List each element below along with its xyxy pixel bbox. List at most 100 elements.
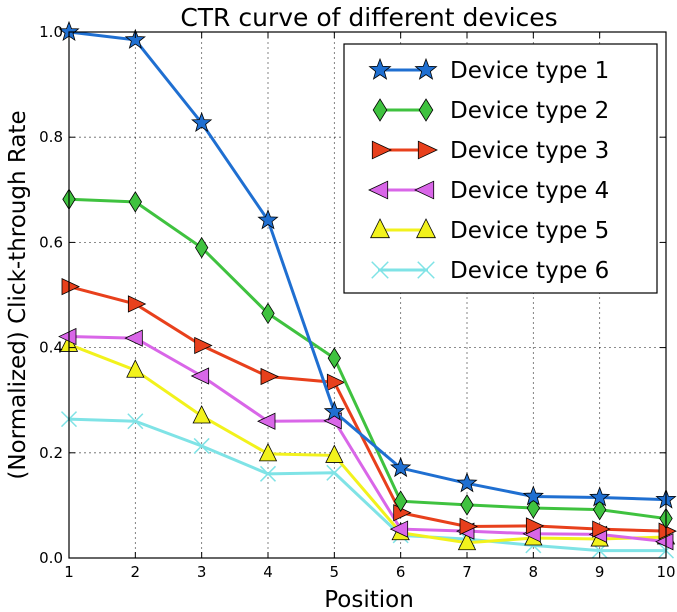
data-point — [191, 111, 213, 133]
legend-label: Device type 3 — [450, 138, 609, 164]
x-marker-stroke — [127, 413, 144, 430]
x-tick-label: 9 — [595, 563, 605, 581]
legend-marker — [370, 218, 390, 239]
x-tick-label: 1 — [64, 563, 74, 581]
legend-label: Device type 1 — [450, 58, 609, 84]
legend-marker — [414, 180, 435, 200]
x-marker-stroke — [326, 464, 343, 481]
series-device-type-3 — [61, 277, 677, 540]
legend-item: Device type 5 — [370, 218, 609, 244]
legend-marker — [372, 98, 388, 122]
data-point — [127, 295, 147, 313]
x-marker-stroke — [371, 261, 389, 279]
data-point — [128, 191, 143, 213]
chart-title: CTR curve of different devices — [180, 3, 557, 32]
data-point — [323, 400, 345, 421]
plot-frame — [68, 31, 667, 559]
legend-box — [343, 43, 658, 294]
series-line — [68, 30, 667, 502]
legend-item: Device type 3 — [371, 138, 609, 164]
data-point — [261, 302, 275, 325]
data-point — [258, 442, 278, 462]
legend-item: Device type 6 — [371, 258, 609, 284]
y-tick-label: 0.4 — [39, 339, 63, 357]
data-point — [61, 277, 80, 296]
x-marker-stroke — [193, 437, 210, 454]
series-device-type-2 — [62, 188, 673, 530]
data-point — [459, 517, 478, 536]
data-point — [525, 517, 545, 535]
series-line — [68, 417, 666, 553]
series-line — [68, 335, 667, 544]
data-point — [190, 367, 210, 385]
legend-label: Device type 6 — [450, 258, 609, 284]
data-point — [592, 520, 611, 538]
legend-marker — [417, 140, 438, 160]
data-point — [327, 347, 342, 369]
legend-item: Device type 1 — [368, 57, 609, 84]
y-tick-label: 1.0 — [39, 23, 63, 41]
y-tick-label: 0.2 — [39, 444, 63, 462]
x-marker-stroke — [259, 465, 277, 482]
x-tick-label: 2 — [131, 563, 141, 581]
legend-item: Device type 2 — [372, 98, 609, 124]
x-marker-stroke — [417, 261, 435, 279]
data-point — [194, 336, 213, 355]
data-point — [325, 444, 344, 463]
data-point — [193, 437, 210, 454]
legend-marker — [368, 57, 392, 80]
data-point — [658, 522, 677, 540]
legend-label: Device type 5 — [450, 218, 609, 244]
data-point — [192, 405, 211, 424]
data-point — [326, 464, 343, 481]
data-point — [58, 327, 77, 346]
series-line — [68, 285, 667, 533]
data-point — [389, 520, 409, 538]
data-point — [127, 413, 144, 430]
data-point — [456, 472, 478, 493]
legend-marker — [414, 57, 438, 80]
data-point — [260, 367, 279, 386]
y-tick-label: 0.6 — [39, 233, 63, 251]
series-device-type-5 — [59, 333, 676, 551]
data-point — [457, 531, 477, 551]
x-tick-label: 3 — [197, 563, 207, 581]
y-axis-label: (Normalized) Click-through Rate — [5, 110, 31, 479]
legend-label: Device type 2 — [450, 98, 609, 124]
data-point — [257, 412, 276, 430]
data-point — [393, 490, 408, 512]
legend: Device type 1 Device type 2 Device type 3 D… — [343, 43, 658, 294]
series-device-type-6 — [60, 411, 675, 559]
x-tick-label: 8 — [529, 563, 539, 581]
data-point — [124, 28, 146, 49]
data-point — [460, 494, 474, 516]
data-point — [390, 456, 412, 478]
x-tick-label: 6 — [396, 563, 406, 581]
x-tick-label: 10 — [656, 563, 675, 581]
x-tick-label: 4 — [263, 563, 273, 581]
legend-marker — [417, 261, 435, 279]
data-point — [326, 373, 346, 391]
legend-label: Device type 4 — [450, 178, 609, 204]
data-point — [589, 486, 611, 507]
legend-marker — [371, 140, 392, 160]
data-point — [257, 209, 279, 230]
data-point — [259, 465, 277, 482]
y-tick-label: 0.8 — [39, 128, 63, 146]
axis-ticks: 1 2 3 4 5 6 7 8 9 10 0.0 0.2 0.4 0.6 0.8 1.0 — [39, 23, 675, 581]
legend-marker — [368, 180, 389, 200]
data-point — [522, 485, 544, 506]
legend-marker — [418, 98, 434, 122]
y-tick-label: 0.0 — [39, 549, 63, 567]
data-point — [194, 236, 209, 259]
data-point — [124, 329, 143, 347]
legend-marker — [416, 218, 436, 239]
series-line — [68, 343, 667, 545]
data-point — [655, 533, 674, 551]
series-line — [68, 197, 667, 521]
x-tick-label: 5 — [330, 563, 340, 581]
data-point — [126, 359, 145, 378]
legend-item: Device type 4 — [368, 178, 609, 204]
x-axis-label: Position — [324, 587, 414, 612]
